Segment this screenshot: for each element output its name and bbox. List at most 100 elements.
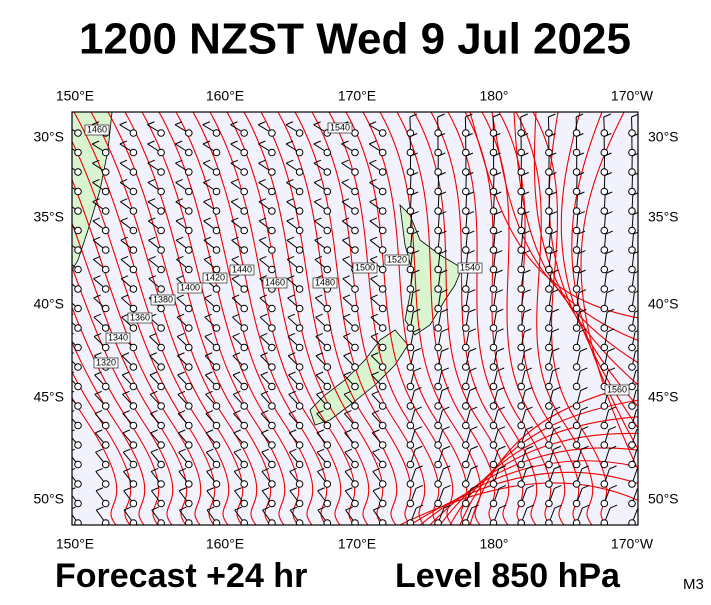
station (186, 481, 193, 488)
station (269, 422, 276, 429)
station (324, 500, 331, 507)
station (601, 208, 608, 215)
station (241, 364, 248, 371)
station (296, 266, 303, 273)
station (518, 247, 525, 254)
station (546, 266, 553, 273)
station (158, 364, 165, 371)
station (102, 461, 109, 468)
forecast-label: Forecast +24 hr (55, 557, 307, 595)
station (213, 286, 220, 293)
station (158, 208, 165, 215)
station (269, 403, 276, 410)
station (269, 481, 276, 488)
station (130, 500, 137, 507)
station (352, 149, 359, 156)
station (629, 188, 636, 195)
station (546, 247, 553, 254)
station (241, 286, 248, 293)
station (130, 188, 137, 195)
station (158, 286, 165, 293)
station (186, 422, 193, 429)
station (186, 188, 193, 195)
station (158, 247, 165, 254)
station (130, 247, 137, 254)
station (241, 481, 248, 488)
station (629, 500, 636, 507)
station (490, 481, 497, 488)
station (102, 169, 109, 176)
station (379, 169, 386, 176)
station (463, 325, 470, 332)
station (296, 130, 303, 137)
station (546, 364, 553, 371)
station (573, 364, 580, 371)
station (463, 286, 470, 293)
station (601, 403, 608, 410)
station (324, 461, 331, 468)
station (490, 422, 497, 429)
station (324, 188, 331, 195)
station (407, 422, 414, 429)
contour-label: 1540 (330, 122, 350, 132)
bottom-axis-label: 170°W (611, 536, 654, 552)
station (102, 208, 109, 215)
station (130, 208, 137, 215)
station (546, 481, 553, 488)
station (407, 383, 414, 390)
station (352, 208, 359, 215)
station (463, 188, 470, 195)
station (186, 383, 193, 390)
station (435, 403, 442, 410)
station (75, 364, 82, 371)
station (186, 500, 193, 507)
station (102, 325, 109, 332)
station (186, 364, 193, 371)
station (102, 344, 109, 351)
station (435, 286, 442, 293)
station (463, 383, 470, 390)
station (158, 130, 165, 137)
station (629, 286, 636, 293)
station (75, 305, 82, 312)
station (629, 208, 636, 215)
station (296, 403, 303, 410)
station (269, 305, 276, 312)
station (573, 344, 580, 351)
station (435, 344, 442, 351)
title: 1200 NZST Wed 9 Jul 2025 (79, 15, 631, 64)
contour-label: 1380 (153, 294, 173, 304)
station (573, 188, 580, 195)
station (435, 500, 442, 507)
station (546, 227, 553, 234)
station (186, 208, 193, 215)
bottom-axis-label: 180° (480, 536, 509, 552)
station (186, 169, 193, 176)
station (379, 227, 386, 234)
station (241, 344, 248, 351)
station (629, 227, 636, 234)
station (102, 227, 109, 234)
station (518, 364, 525, 371)
station (186, 442, 193, 449)
station (518, 403, 525, 410)
station (490, 325, 497, 332)
station (629, 403, 636, 410)
station (629, 442, 636, 449)
station (213, 305, 220, 312)
top-axis-label: 180° (480, 88, 509, 104)
station (102, 403, 109, 410)
station (75, 500, 82, 507)
station (296, 305, 303, 312)
station (241, 305, 248, 312)
station (130, 325, 137, 332)
station (490, 188, 497, 195)
station (546, 461, 553, 468)
station (601, 481, 608, 488)
station (463, 364, 470, 371)
station (75, 422, 82, 429)
station (213, 442, 220, 449)
station (186, 266, 193, 273)
station (158, 403, 165, 410)
